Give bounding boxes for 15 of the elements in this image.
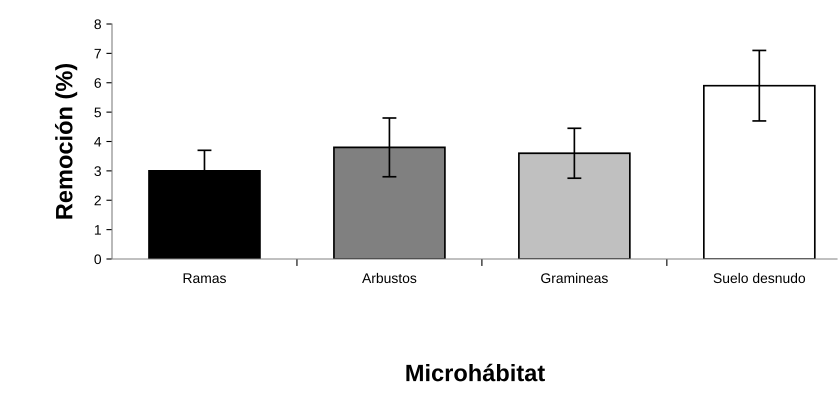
y-tick-label: 4 bbox=[94, 136, 102, 147]
x-tick-label: Arbustos bbox=[362, 272, 416, 284]
x-axis-title: Microhábitat bbox=[406, 364, 545, 382]
y-tick-label: 2 bbox=[94, 196, 101, 206]
y-tick-label: 1 bbox=[94, 225, 101, 235]
y-tick-label: 8 bbox=[94, 19, 101, 30]
y-tick-label: 6 bbox=[94, 78, 101, 88]
y-tick-label: 3 bbox=[94, 166, 101, 176]
x-tick-label: Gramineas bbox=[541, 272, 608, 284]
y-tick-label: 7 bbox=[94, 48, 101, 58]
x-tick-label: Ramas bbox=[184, 273, 226, 284]
y-tick-label: 5 bbox=[94, 108, 101, 118]
y-tick-label: 0 bbox=[94, 254, 102, 264]
x-tick-label: Suelo desnudo bbox=[714, 272, 806, 284]
y-axis-title: Remoción (%) bbox=[54, 64, 78, 219]
